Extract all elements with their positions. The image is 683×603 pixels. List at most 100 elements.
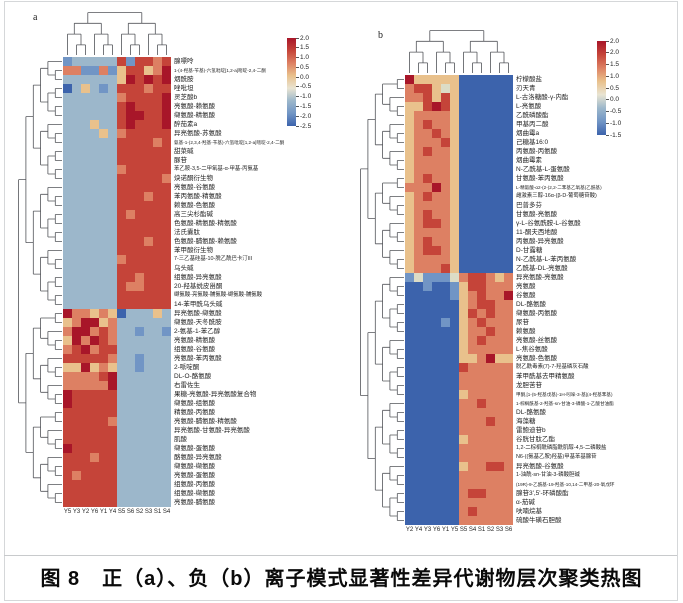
heatmap-cell — [504, 453, 513, 462]
heatmap-cell — [126, 111, 135, 120]
heatmap-cell — [162, 399, 171, 408]
col-label: Y3 — [423, 527, 432, 533]
heatmap-cell — [135, 93, 144, 102]
heatmap-a — [63, 57, 171, 507]
heatmap-cell — [432, 444, 441, 453]
heatmap-cell — [135, 363, 144, 372]
heatmap-cell — [162, 273, 171, 282]
heatmap-cell — [99, 246, 108, 255]
heatmap-cell — [495, 282, 504, 291]
heatmap-cell — [414, 408, 423, 417]
heatmap-cell — [495, 120, 504, 129]
heatmap-cell — [405, 255, 414, 264]
row-label: D-甘露糖 — [516, 247, 543, 254]
heatmap-cell — [459, 165, 468, 174]
col-label: S2 — [135, 509, 144, 515]
heatmap-cell — [162, 183, 171, 192]
heatmap-cell — [99, 363, 108, 372]
heatmap-cell — [135, 75, 144, 84]
row-label: 异亮氨酸-苏氨酸 — [174, 130, 222, 137]
heatmap-cell — [81, 336, 90, 345]
heatmap-cell — [486, 372, 495, 381]
heatmap-cell — [405, 498, 414, 507]
heatmap-cell — [144, 318, 153, 327]
heatmap-cell — [432, 219, 441, 228]
row-label: 呋喃烷基 — [516, 508, 542, 515]
heatmap-cell — [108, 453, 117, 462]
heatmap-cell — [126, 408, 135, 417]
heatmap-cell — [459, 291, 468, 300]
heatmap-cell — [90, 255, 99, 264]
heatmap-cell — [414, 507, 423, 516]
heatmap-cell — [441, 498, 450, 507]
heatmap-cell — [72, 147, 81, 156]
heatmap-cell — [144, 345, 153, 354]
heatmap-cell — [117, 174, 126, 183]
row-label: 雷鲍迪苷b — [516, 427, 546, 434]
heatmap-cell — [153, 165, 162, 174]
heatmap-cell — [99, 480, 108, 489]
heatmap-cell — [423, 309, 432, 318]
heatmap-cell — [144, 57, 153, 66]
heatmap-cell — [72, 480, 81, 489]
heatmap-cell — [432, 507, 441, 516]
heatmap-cell — [135, 264, 144, 273]
heatmap-cell — [162, 210, 171, 219]
heatmap-cell — [99, 489, 108, 498]
row-label: 海藻糖 — [516, 418, 536, 425]
heatmap-cell — [459, 345, 468, 354]
heatmap-cell — [117, 291, 126, 300]
row-label: N-乙酰基-L-蛋氨酸 — [516, 166, 570, 173]
heatmap-cell — [153, 381, 162, 390]
heatmap-cell — [414, 282, 423, 291]
row-label: N6-((氨基乙胺)羟基)甲基苯基腺苷 — [516, 454, 597, 460]
heatmap-cell — [459, 246, 468, 255]
heatmap-cell — [144, 417, 153, 426]
heatmap-cell — [477, 102, 486, 111]
heatmap-cell — [414, 498, 423, 507]
colorbar-tick-label: -0.5 — [610, 108, 622, 115]
heatmap-cell — [405, 120, 414, 129]
heatmap-cell — [477, 291, 486, 300]
row-label: 组氨酸-异亮氨酸 — [174, 274, 222, 281]
row-label: 龙胆苦苷 — [516, 382, 542, 389]
heatmap-cell — [81, 165, 90, 174]
heatmap-cell — [117, 462, 126, 471]
heatmap-cell — [450, 219, 459, 228]
heatmap-cell — [153, 498, 162, 507]
heatmap-cell — [162, 462, 171, 471]
heatmap-cell — [468, 273, 477, 282]
heatmap-cell — [63, 75, 72, 84]
heatmap-cell — [144, 471, 153, 480]
heatmap-cell — [99, 66, 108, 75]
heatmap-cell — [450, 174, 459, 183]
heatmap-cell — [90, 336, 99, 345]
heatmap-cell — [432, 498, 441, 507]
heatmap-cell — [486, 102, 495, 111]
colorbar-tick — [606, 64, 609, 66]
col-label: Y5 — [63, 509, 72, 515]
heatmap-cell — [63, 462, 72, 471]
heatmap-cell — [117, 381, 126, 390]
heatmap-cell — [81, 300, 90, 309]
heatmap-cell — [405, 183, 414, 192]
heatmap-cell — [468, 345, 477, 354]
heatmap-cell — [135, 219, 144, 228]
heatmap-cell — [504, 336, 513, 345]
heatmap-cell — [450, 111, 459, 120]
heatmap-cell — [504, 471, 513, 480]
heatmap-cell — [81, 255, 90, 264]
heatmap-cell — [468, 507, 477, 516]
heatmap-cell — [126, 219, 135, 228]
heatmap-cell — [405, 480, 414, 489]
heatmap-cell — [495, 228, 504, 237]
col-label: S2 — [486, 527, 495, 533]
heatmap-cell — [63, 363, 72, 372]
heatmap-cell — [126, 363, 135, 372]
heatmap-cell — [135, 309, 144, 318]
colorbar-tick — [296, 86, 299, 88]
heatmap-cell — [450, 453, 459, 462]
heatmap-cell — [108, 498, 117, 507]
heatmap-cell — [162, 327, 171, 336]
heatmap-cell — [81, 237, 90, 246]
